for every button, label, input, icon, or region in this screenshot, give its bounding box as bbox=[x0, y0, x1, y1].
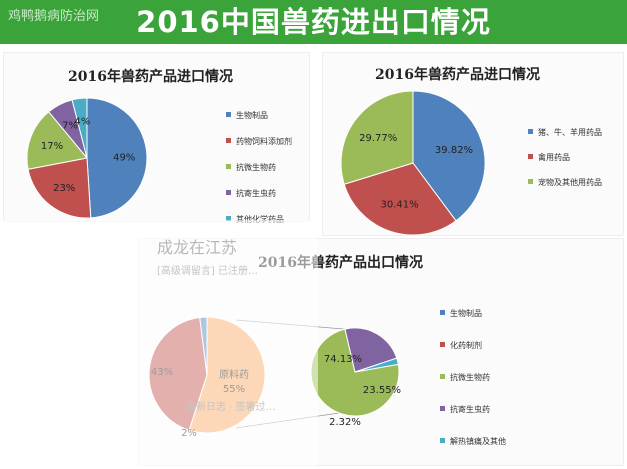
chart-3-breakdown-slice-1 bbox=[344, 327, 398, 373]
chart-2-slice-0 bbox=[412, 90, 486, 222]
chart-1-slice-label-1: 23% bbox=[53, 183, 75, 194]
chart-3-legend-swatch-4 bbox=[440, 438, 445, 443]
chart-1-legend-label-1: 药物饲料添加剂 bbox=[236, 137, 292, 146]
chart-3-legend-swatch-0 bbox=[440, 310, 445, 315]
profile-footer: 最新日志 · 签署过… bbox=[186, 402, 276, 413]
chart-1-slice-2 bbox=[26, 111, 88, 170]
chart-3-legend-swatch-1 bbox=[440, 342, 445, 347]
chart-3-legend-swatch-3 bbox=[440, 406, 445, 411]
chart-2-slice-label-1: 30.41% bbox=[381, 200, 419, 211]
chart-1-slice-1 bbox=[27, 157, 92, 219]
site-watermark: 鸡鸭鹅病防治网 bbox=[8, 9, 100, 24]
chart-1-legend-swatch-4 bbox=[226, 216, 231, 221]
chart-3-legend-label-3: 抗寄生虫药 bbox=[450, 405, 490, 414]
chart-2-slice-label-0: 39.82% bbox=[435, 145, 473, 156]
page-title: 2016中国兽药进出口情况 bbox=[136, 5, 491, 39]
chart-1-slice-label-4: 4% bbox=[74, 117, 90, 128]
chart-2-title: 2016年兽药产品进口情况 bbox=[375, 67, 540, 83]
chart-1-legend-label-3: 抗寄生虫药 bbox=[236, 189, 276, 198]
chart-2-legend-swatch-0 bbox=[528, 129, 533, 134]
chart-3-breakdown-slice-2 bbox=[354, 357, 399, 373]
profile-name: 成龙在江苏 bbox=[157, 238, 238, 257]
chart-2-slice-1 bbox=[343, 162, 457, 236]
chart-3-breakdown-slice-0 bbox=[310, 328, 400, 417]
chart-1-legend-swatch-0 bbox=[226, 112, 231, 117]
profile-subtitle: [高级调留言] 已注册… bbox=[157, 266, 258, 277]
chart-1-legend-swatch-1 bbox=[226, 138, 231, 143]
chart-3-legend-label-2: 抗微生物药 bbox=[450, 373, 490, 382]
chart-2-legend-swatch-2 bbox=[528, 179, 533, 184]
title-banner: 鸡鸭鹅病防治网 2016中国兽药进出口情况 bbox=[0, 0, 627, 44]
chart-1-slice-label-3: 7% bbox=[62, 120, 78, 131]
chart-1-slice-0 bbox=[86, 97, 148, 219]
chart-1-legend-label-4: 其他化学药品 bbox=[236, 214, 284, 225]
chart-1-title: 2016年兽药产品进口情况 bbox=[68, 69, 233, 85]
chart-1-legend-swatch-2 bbox=[226, 164, 231, 169]
chart-1-legend-label-0: 生物制品 bbox=[236, 111, 268, 120]
chart-3-breakdown-label-1: 23.55% bbox=[363, 385, 401, 396]
chart-1-legend-label-2: 抗微生物药 bbox=[236, 163, 276, 172]
chart-3-legend-swatch-2 bbox=[440, 374, 445, 379]
chart-1-slice-label-0: 49% bbox=[113, 152, 135, 163]
chart-3-legend-label-1: 化药制剂 bbox=[450, 341, 482, 350]
profile-card-overlay bbox=[0, 220, 318, 469]
chart-1-legend-swatch-3 bbox=[226, 190, 231, 195]
chart-3-legend-label-4: 解热镇痛及其他 bbox=[450, 437, 506, 446]
chart-2-legend-label-0: 猪、牛、羊用药品 bbox=[538, 128, 602, 137]
chart-3-legend-label-0: 生物制品 bbox=[450, 309, 482, 318]
chart-3-breakdown-label-2: 2.32% bbox=[329, 417, 361, 428]
chart-2-legend-label-2: 宠物及其他用药品 bbox=[538, 178, 602, 187]
chart-2-legend-swatch-1 bbox=[528, 154, 533, 159]
chart-1-slice-label-2: 17% bbox=[41, 141, 63, 152]
chart-3-breakdown-label-0: 74.13% bbox=[324, 354, 362, 365]
chart-2-slice-2 bbox=[340, 90, 414, 185]
chart-2-legend-label-1: 禽用药品 bbox=[538, 153, 570, 162]
chart-1-slice-4 bbox=[71, 97, 88, 159]
chart-2-slice-label-2: 29.77% bbox=[359, 133, 397, 144]
